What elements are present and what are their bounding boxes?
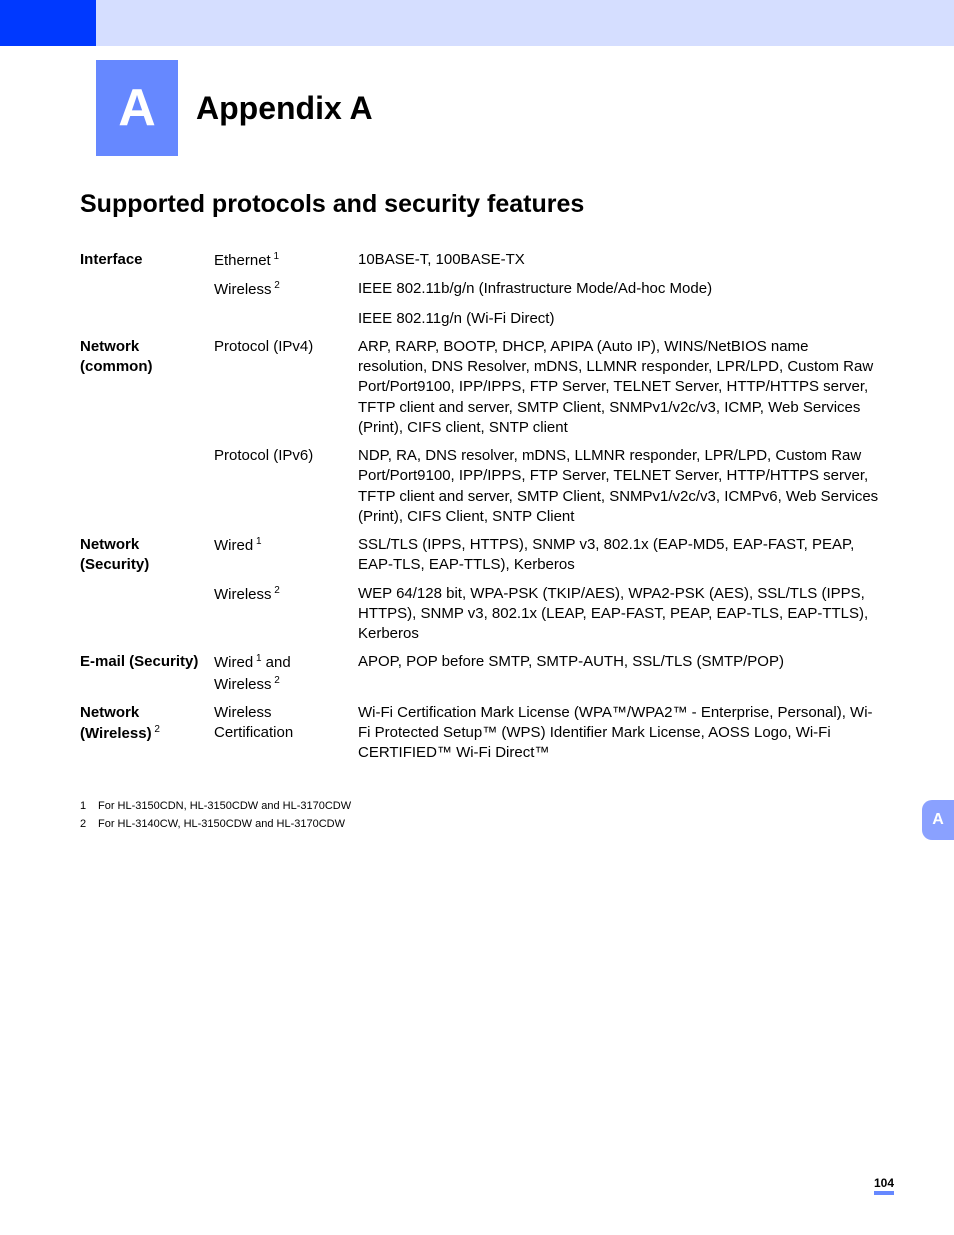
table-row: E-mail (Security)Wired 1 and Wireless 2A… bbox=[80, 652, 880, 695]
table-cell-subcategory: Protocol (IPv4) bbox=[214, 337, 358, 438]
table-cell-category: Network (common) bbox=[80, 337, 214, 438]
table-row: InterfaceEthernet 110BASE-T, 100BASE-TX bbox=[80, 250, 880, 271]
table-cell-category bbox=[80, 446, 214, 527]
footnote: 2For HL-3140CW, HL-3150CDW and HL-3170CD… bbox=[80, 818, 351, 830]
table-cell-subcategory: Wireless 2 bbox=[214, 584, 358, 645]
footnote-text: For HL-3140CW, HL-3150CDW and HL-3170CDW bbox=[98, 818, 345, 830]
table-cell-subcategory: Wired 1 and Wireless 2 bbox=[214, 652, 358, 695]
footnotes: 1For HL-3150CDN, HL-3150CDW and HL-3170C… bbox=[80, 800, 351, 836]
table-cell-value: WEP 64/128 bit, WPA-PSK (TKIP/AES), WPA2… bbox=[358, 584, 880, 645]
page-number: 104 bbox=[874, 1176, 894, 1195]
table-cell-value: ARP, RARP, BOOTP, DHCP, APIPA (Auto IP),… bbox=[358, 337, 880, 438]
table-cell-category: Network (Security) bbox=[80, 535, 214, 576]
footnote-text: For HL-3150CDN, HL-3150CDW and HL-3170CD… bbox=[98, 800, 351, 812]
table-cell-subcategory: Wireless Certification bbox=[214, 703, 358, 764]
table-row: Wireless 2IEEE 802.11b/g/n (Infrastructu… bbox=[80, 279, 880, 300]
footnote-number: 1 bbox=[80, 800, 98, 812]
appendix-title: Appendix A bbox=[196, 90, 373, 127]
footnote-number: 2 bbox=[80, 818, 98, 830]
table-cell-subcategory: Ethernet 1 bbox=[214, 250, 358, 271]
appendix-badge: A bbox=[96, 60, 178, 156]
table-row: Protocol (IPv6)NDP, RA, DNS resolver, mD… bbox=[80, 446, 880, 527]
header-band bbox=[0, 0, 954, 46]
table-cell-category bbox=[80, 279, 214, 300]
table-cell-category: E-mail (Security) bbox=[80, 652, 214, 695]
appendix-header: A Appendix A bbox=[96, 60, 373, 156]
table-cell-value: SSL/TLS (IPPS, HTTPS), SNMP v3, 802.1x (… bbox=[358, 535, 880, 576]
table-cell-subcategory bbox=[214, 309, 358, 329]
table-row: IEEE 802.11g/n (Wi-Fi Direct) bbox=[80, 309, 880, 329]
table-cell-subcategory: Wired 1 bbox=[214, 535, 358, 576]
table-cell-value: Wi-Fi Certification Mark License (WPA™/W… bbox=[358, 703, 880, 764]
table-row: Network (Security)Wired 1SSL/TLS (IPPS, … bbox=[80, 535, 880, 576]
table-cell-category bbox=[80, 309, 214, 329]
table-cell-value: 10BASE-T, 100BASE-TX bbox=[358, 250, 880, 271]
table-cell-subcategory: Protocol (IPv6) bbox=[214, 446, 358, 527]
table-cell-value: IEEE 802.11b/g/n (Infrastructure Mode/Ad… bbox=[358, 279, 880, 300]
table-cell-value: NDP, RA, DNS resolver, mDNS, LLMNR respo… bbox=[358, 446, 880, 527]
section-title: Supported protocols and security feature… bbox=[80, 190, 584, 219]
table-row: Network (common)Protocol (IPv4)ARP, RARP… bbox=[80, 337, 880, 438]
footnote: 1For HL-3150CDN, HL-3150CDW and HL-3170C… bbox=[80, 800, 351, 812]
table-row: Wireless 2WEP 64/128 bit, WPA-PSK (TKIP/… bbox=[80, 584, 880, 645]
table-cell-category bbox=[80, 584, 214, 645]
table-cell-value: IEEE 802.11g/n (Wi-Fi Direct) bbox=[358, 309, 880, 329]
table-cell-category: Interface bbox=[80, 250, 214, 271]
table-cell-value: APOP, POP before SMTP, SMTP-AUTH, SSL/TL… bbox=[358, 652, 880, 695]
side-tab: A bbox=[922, 800, 954, 840]
table-cell-category: Network (Wireless) 2 bbox=[80, 703, 214, 764]
spec-table: InterfaceEthernet 110BASE-T, 100BASE-TXW… bbox=[80, 250, 880, 772]
table-cell-subcategory: Wireless 2 bbox=[214, 279, 358, 300]
table-row: Network (Wireless) 2Wireless Certificati… bbox=[80, 703, 880, 764]
